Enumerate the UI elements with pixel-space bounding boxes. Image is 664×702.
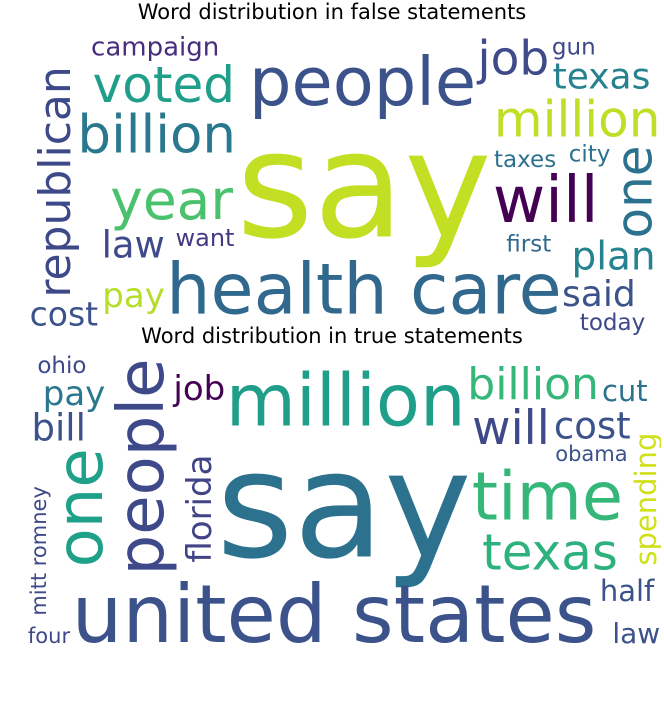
- word-cut: cut: [602, 374, 648, 408]
- word-billion: billion: [467, 359, 599, 410]
- word-half: half: [600, 574, 655, 608]
- word-will: will: [472, 401, 550, 456]
- word-say: say: [236, 100, 491, 272]
- word-voted: voted: [93, 56, 235, 114]
- word-time: time: [472, 458, 623, 536]
- word-ohio: ohio: [37, 354, 86, 379]
- word-bill: bill: [32, 406, 86, 449]
- word-republican: republican: [30, 66, 81, 297]
- word-mitt-romney: mitt romney: [27, 486, 51, 616]
- word-pay: pay: [43, 374, 106, 414]
- word-four: four: [28, 624, 71, 648]
- word-law: law: [102, 223, 165, 266]
- word-first: first: [506, 231, 551, 257]
- word-say: say: [216, 420, 471, 592]
- word-texas: texas: [553, 57, 651, 98]
- word-texas: texas: [482, 524, 618, 582]
- word-will: will: [493, 164, 599, 238]
- word-plan: plan: [571, 235, 655, 280]
- word-law: law: [612, 617, 660, 650]
- false-cloud-title: Word distribution in false statements: [137, 0, 527, 24]
- word-cost: cost: [554, 405, 631, 448]
- word-today: today: [580, 310, 645, 336]
- word-said: said: [562, 274, 636, 315]
- false-word-cloud: say health care people will year billion milli…: [27, 34, 661, 337]
- word-one: one: [44, 448, 118, 567]
- false-statements-panel: Word distribution in false statements sa…: [0, 0, 664, 350]
- word-job: job: [477, 34, 550, 87]
- word-year: year: [110, 168, 233, 232]
- word-gun: gun: [552, 35, 596, 61]
- word-one: one: [605, 145, 661, 238]
- word-spending: spending: [629, 433, 661, 566]
- word-want: want: [176, 224, 235, 252]
- word-campaign: campaign: [91, 34, 219, 62]
- word-people: people: [105, 358, 179, 575]
- word-cost: cost: [30, 294, 99, 333]
- word-job: job: [172, 369, 225, 409]
- word-taxes: taxes: [494, 147, 556, 173]
- true-statements-panel: Word distribution in true statements say…: [0, 324, 664, 702]
- word-obama: obama: [555, 442, 627, 466]
- true-cloud-title: Word distribution in true statements: [141, 324, 523, 348]
- word-health-care: health care: [166, 249, 562, 331]
- word-million: million: [494, 90, 661, 148]
- word-billion: billion: [77, 104, 236, 165]
- word-united-states: united states: [72, 568, 597, 657]
- word-people: people: [249, 43, 476, 121]
- word-florida: florida: [180, 455, 220, 563]
- word-million: million: [226, 358, 466, 442]
- word-pay: pay: [102, 276, 165, 316]
- true-word-cloud: say united states million time people one texa…: [27, 354, 661, 657]
- word-city: city: [569, 141, 611, 167]
